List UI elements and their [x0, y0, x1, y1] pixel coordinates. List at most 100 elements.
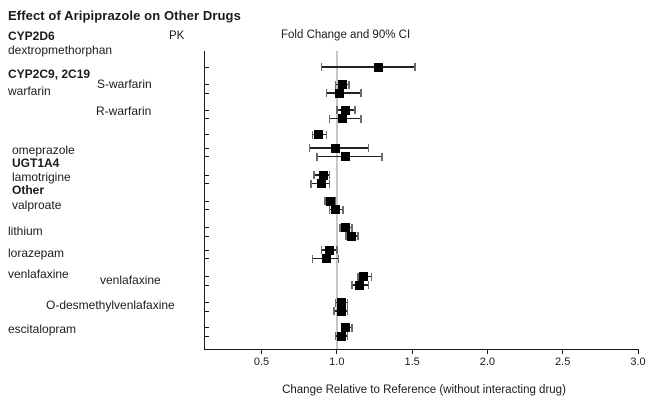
ci-cap-low — [334, 80, 337, 89]
drug-label: escitalopram — [8, 322, 77, 336]
x-axis-line — [203, 349, 639, 350]
ci-cap-low — [334, 332, 337, 340]
y-axis-tick — [204, 118, 209, 119]
point-estimate-marker — [359, 272, 369, 281]
y-axis-tick — [204, 249, 209, 251]
x-tick-label: 1.5 — [404, 356, 420, 368]
drug-label: lamotrigine — [12, 170, 71, 184]
ci-cap-low — [351, 281, 353, 289]
drug-label: venlafaxine — [8, 267, 69, 281]
y-axis-tick — [204, 310, 209, 312]
y-axis-tick — [204, 84, 209, 85]
ci-cap-high — [342, 205, 344, 214]
x-axis-tick — [411, 349, 413, 354]
point-estimate-marker — [341, 152, 351, 161]
ci-cap-high — [346, 298, 349, 307]
y-axis-tick — [204, 302, 209, 303]
ci-cap-high — [357, 232, 359, 240]
x-axis-tick — [562, 349, 564, 354]
point-estimate-marker — [336, 298, 346, 307]
point-estimate-marker — [338, 114, 348, 123]
ci-cap-high — [346, 307, 349, 315]
drug-label: R-warfarin — [96, 104, 152, 118]
ci-cap-high — [360, 114, 362, 123]
point-estimate-marker — [314, 130, 324, 139]
y-axis-tick — [204, 134, 209, 135]
point-estimate-marker — [338, 80, 348, 89]
ci-cap-low — [311, 130, 314, 139]
x-axis-tick — [261, 349, 262, 354]
drug-label: S-warfarin — [97, 77, 152, 91]
ci-cap-high — [367, 281, 370, 289]
x-axis-tick — [336, 349, 338, 354]
point-estimate-marker — [341, 223, 351, 232]
point-estimate-marker — [341, 105, 351, 115]
y-axis-tick — [204, 209, 209, 210]
point-estimate-marker — [326, 196, 336, 206]
ci-cap-high — [370, 272, 373, 281]
x-tick-label: 3.0 — [630, 356, 646, 368]
y-axis-tick — [204, 109, 209, 111]
ci-cap-low — [320, 63, 323, 71]
ci-cap-low — [324, 197, 326, 205]
point-estimate-marker — [341, 323, 351, 332]
ci-line — [321, 66, 416, 68]
group-label: Other — [12, 183, 45, 197]
ci-cap-low — [311, 254, 314, 263]
ci-cap-low — [345, 232, 347, 240]
x-axis-tick — [486, 349, 488, 354]
ci-cap-high — [328, 171, 331, 179]
ci-cap-low — [325, 89, 327, 97]
drug-label: warfarin — [8, 84, 51, 98]
chart-title: Effect of Aripiprazole on Other Drugs — [8, 8, 241, 23]
y-axis-tick — [204, 335, 209, 337]
ci-cap-low — [328, 114, 331, 123]
y-axis-tick — [204, 66, 209, 68]
drug-label: lorazepam — [8, 246, 65, 260]
point-estimate-marker — [335, 88, 345, 98]
y-axis-tick — [204, 258, 209, 259]
point-estimate-marker — [374, 62, 384, 72]
ci-cap-high — [348, 80, 350, 89]
group-label: CYP2C9, 2C19 — [8, 67, 91, 81]
ci-cap-low — [328, 205, 331, 214]
y-axis-tick — [204, 183, 209, 184]
y-axis-tick — [204, 227, 209, 228]
y-axis-line — [203, 51, 205, 349]
y-axis-tick — [204, 147, 209, 149]
ci-cap-low — [310, 179, 312, 188]
drug-label: valproate — [12, 198, 62, 212]
x-axis-tick — [637, 349, 639, 354]
y-axis-tick — [204, 276, 209, 277]
y-axis-tick — [204, 327, 209, 328]
drug-label: O-desmethylvenlafaxine — [46, 298, 175, 312]
ci-cap-low — [334, 298, 337, 307]
ci-cap-low — [316, 152, 318, 161]
point-estimate-marker — [317, 179, 327, 188]
y-axis-tick — [204, 235, 209, 237]
x-tick-label: 2.5 — [555, 356, 571, 368]
y-axis-tick — [204, 200, 209, 202]
drug-label: omeprazole — [12, 143, 75, 157]
pk-column-header: PK — [169, 30, 185, 42]
ci-cap-low — [336, 106, 338, 114]
ci-cap-high — [381, 152, 383, 161]
ci-cap-high — [325, 130, 327, 139]
ci-cap-low — [340, 323, 343, 332]
point-estimate-marker — [321, 254, 331, 263]
ci-cap-high — [337, 254, 340, 263]
drug-label: lithium — [8, 224, 43, 238]
point-estimate-marker — [324, 245, 334, 255]
point-estimate-marker — [336, 331, 346, 341]
point-estimate-marker — [330, 143, 340, 153]
reference-line — [336, 51, 338, 349]
point-estimate-marker — [330, 205, 340, 214]
ci-cap-high — [354, 106, 356, 114]
ci-cap-high — [351, 223, 353, 232]
x-tick-label: 2.0 — [479, 356, 496, 368]
y-axis-tick — [204, 92, 209, 94]
point-estimate-marker — [347, 231, 357, 241]
group-label: CYP2D6 — [8, 29, 55, 43]
y-axis-tick — [204, 174, 209, 176]
